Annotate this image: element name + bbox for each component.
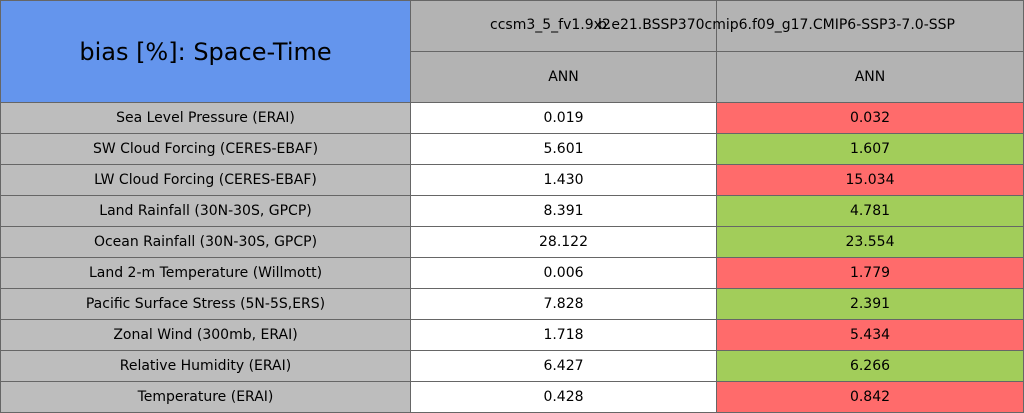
row-label: Land Rainfall (30N-30S, GPCP) bbox=[0, 195, 411, 227]
value-cell-text: 1.779 bbox=[849, 265, 891, 281]
case-cell bbox=[410, 0, 717, 52]
value-cell: 6.266 bbox=[716, 350, 1024, 382]
value-cell-text: 6.427 bbox=[543, 358, 584, 374]
value-cell: 23.554 bbox=[716, 226, 1024, 258]
row-label-text: Relative Humidity (ERAI) bbox=[119, 358, 292, 374]
title-cell: bias [%]: Space-Time bbox=[0, 0, 411, 103]
row-label-text: Pacific Surface Stress (5N-5S,ERS) bbox=[85, 296, 326, 312]
row-label: Temperature (ERAI) bbox=[0, 381, 411, 413]
value-cell: 0.032 bbox=[716, 102, 1024, 134]
row-label-text: Sea Level Pressure (ERAI) bbox=[116, 110, 295, 126]
value-cell-text: 0.032 bbox=[849, 110, 891, 126]
value-cell-text: 6.266 bbox=[849, 358, 891, 374]
value-cell-text: 7.828 bbox=[543, 296, 584, 312]
case-name: ccsm3_5_fv1.9x2 bbox=[490, 17, 611, 33]
row-label-text: LW Cloud Forcing (CERES-EBAF) bbox=[94, 172, 317, 188]
value-cell-text: 28.122 bbox=[539, 234, 588, 250]
value-cell: 28.122 bbox=[410, 226, 717, 258]
value-cell-text: 2.391 bbox=[849, 296, 891, 312]
row-label-text: Ocean Rainfall (30N-30S, GPCP) bbox=[93, 234, 318, 250]
value-cell: 0.842 bbox=[716, 381, 1024, 413]
value-cell-text: 8.391 bbox=[543, 203, 584, 219]
case-name: b.e21.BSSP370cmip6.f09_g17.CMIP6-SSP3-7.… bbox=[598, 17, 955, 33]
value-cell-text: 0.019 bbox=[543, 110, 584, 126]
value-cell: 1.607 bbox=[716, 133, 1024, 165]
value-cell-text: 5.434 bbox=[849, 327, 891, 343]
row-label: Pacific Surface Stress (5N-5S,ERS) bbox=[0, 288, 411, 320]
row-label-text: SW Cloud Forcing (CERES-EBAF) bbox=[92, 141, 319, 157]
value-cell: 1.779 bbox=[716, 257, 1024, 289]
value-cell: 6.427 bbox=[410, 350, 717, 382]
title: bias [%]: Space-Time bbox=[79, 37, 332, 66]
row-label-text: Land 2-m Temperature (Willmott) bbox=[88, 265, 323, 281]
season-cell: ANN bbox=[716, 51, 1024, 103]
value-cell: 0.006 bbox=[410, 257, 717, 289]
row-label: Ocean Rainfall (30N-30S, GPCP) bbox=[0, 226, 411, 258]
value-cell: 1.430 bbox=[410, 164, 717, 196]
value-cell: 4.781 bbox=[716, 195, 1024, 227]
value-cell: 15.034 bbox=[716, 164, 1024, 196]
value-cell-text: 1.607 bbox=[849, 141, 891, 157]
season-cell: ANN bbox=[410, 51, 717, 103]
value-cell: 5.601 bbox=[410, 133, 717, 165]
row-label: SW Cloud Forcing (CERES-EBAF) bbox=[0, 133, 411, 165]
value-cell-text: 0.428 bbox=[543, 389, 584, 405]
row-label: Land 2-m Temperature (Willmott) bbox=[0, 257, 411, 289]
row-label-text: Land Rainfall (30N-30S, GPCP) bbox=[99, 203, 312, 219]
value-cell: 7.828 bbox=[410, 288, 717, 320]
value-cell-text: 0.006 bbox=[543, 265, 584, 281]
value-cell-text: 0.842 bbox=[849, 389, 891, 405]
value-cell-text: 4.781 bbox=[849, 203, 891, 219]
case-cell bbox=[716, 0, 1024, 52]
season: ANN bbox=[854, 69, 886, 85]
value-cell-text: 1.430 bbox=[543, 172, 584, 188]
value-cell: 8.391 bbox=[410, 195, 717, 227]
row-label-text: Temperature (ERAI) bbox=[137, 389, 274, 405]
value-cell: 0.428 bbox=[410, 381, 717, 413]
row-label: Sea Level Pressure (ERAI) bbox=[0, 102, 411, 134]
season: ANN bbox=[548, 69, 579, 85]
row-label: LW Cloud Forcing (CERES-EBAF) bbox=[0, 164, 411, 196]
row-label-text: Zonal Wind (300mb, ERAI) bbox=[113, 327, 298, 343]
value-cell-text: 23.554 bbox=[845, 234, 895, 250]
value-cell-text: 5.601 bbox=[543, 141, 584, 157]
value-cell: 0.019 bbox=[410, 102, 717, 134]
value-cell: 2.391 bbox=[716, 288, 1024, 320]
row-label: Relative Humidity (ERAI) bbox=[0, 350, 411, 382]
value-cell-text: 1.718 bbox=[543, 327, 584, 343]
value-cell: 5.434 bbox=[716, 319, 1024, 351]
value-cell: 1.718 bbox=[410, 319, 717, 351]
value-cell-text: 15.034 bbox=[845, 172, 895, 188]
row-label: Zonal Wind (300mb, ERAI) bbox=[0, 319, 411, 351]
